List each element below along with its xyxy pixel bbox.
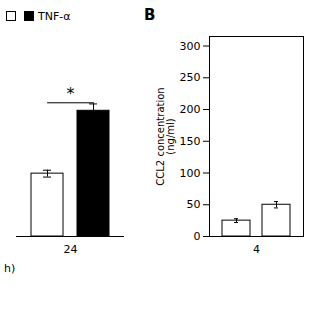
html-text:TNF-α: TNF-α: [38, 9, 71, 23]
svg-text:CCL2 concentration(ng/ml): CCL2 concentration(ng/ml): [155, 87, 176, 185]
svg-text:0: 0: [194, 230, 201, 243]
svg-text:*: *: [67, 84, 75, 103]
svg-text:300: 300: [180, 40, 201, 53]
html-text:B: B: [144, 6, 156, 24]
html-text:h): h): [4, 262, 16, 275]
svg-text:200: 200: [180, 103, 201, 116]
svg-text:250: 250: [180, 71, 201, 84]
svg-text:50: 50: [187, 198, 201, 211]
svg-text:100: 100: [180, 167, 201, 180]
svg-text:24: 24: [64, 243, 78, 256]
svg-text:4: 4: [253, 243, 260, 256]
svg-text:150: 150: [180, 135, 201, 148]
